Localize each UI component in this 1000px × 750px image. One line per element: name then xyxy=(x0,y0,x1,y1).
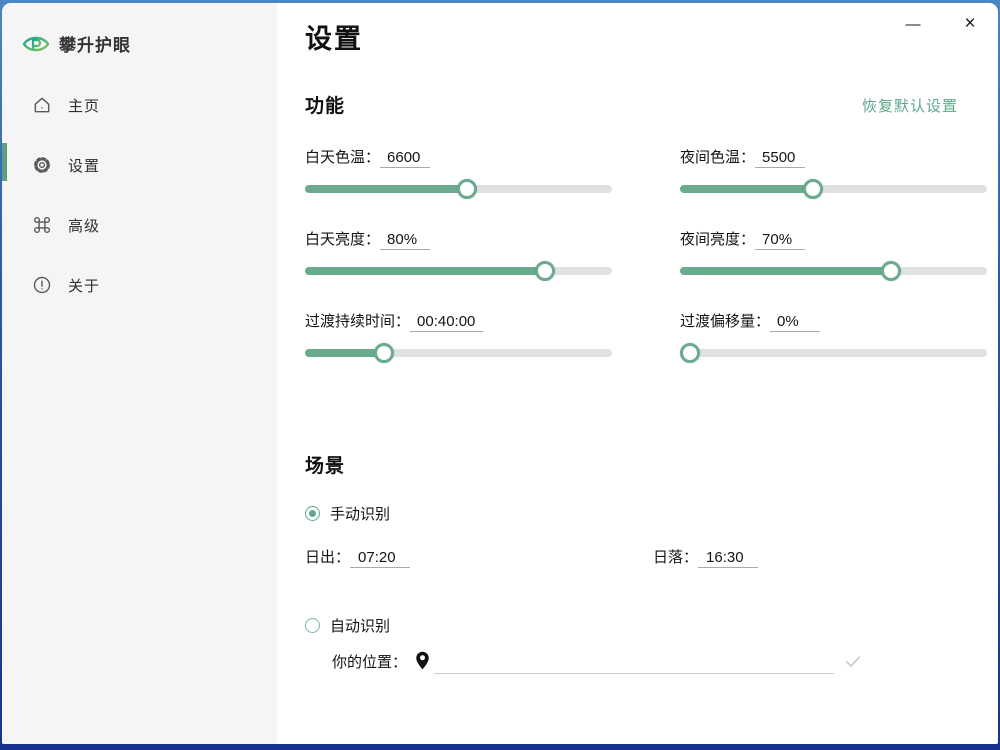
scene-section-heading: 场景 xyxy=(305,456,346,477)
sidebar-item-about[interactable]: 关于 xyxy=(2,265,277,305)
minimize-button[interactable]: — xyxy=(898,9,928,39)
check-icon[interactable] xyxy=(844,654,862,673)
sidebar-item-label: 关于 xyxy=(68,277,101,295)
sidebar: 攀升护眼 主页 设置 xyxy=(2,3,277,744)
slider-value-input[interactable]: 70% xyxy=(755,231,806,250)
slider-group: 夜间亮度： 70% xyxy=(680,228,987,281)
slider[interactable] xyxy=(305,261,612,281)
slider-thumb[interactable] xyxy=(457,179,478,199)
page-title: 设置 xyxy=(305,24,363,54)
slider-fill xyxy=(305,349,384,357)
sidebar-item-label: 主页 xyxy=(68,97,101,115)
slider-thumb[interactable] xyxy=(803,179,824,199)
slider-label: 夜间亮度： xyxy=(680,231,756,248)
sidebar-item-label: 高级 xyxy=(68,217,101,235)
radio-manual[interactable] xyxy=(305,506,320,521)
slider-track[interactable] xyxy=(680,185,987,193)
slider-fill xyxy=(680,185,814,193)
slider-thumb[interactable] xyxy=(680,343,700,363)
command-icon xyxy=(32,215,52,235)
location-label: 你的位置： xyxy=(332,654,408,671)
sunset-label: 日落： xyxy=(653,549,699,566)
gear-icon xyxy=(32,155,52,175)
close-button[interactable]: × xyxy=(955,9,985,39)
restore-defaults-link[interactable]: 恢复默认设置 xyxy=(861,98,958,115)
auto-mode-option[interactable]: 自动识别 xyxy=(305,615,390,636)
slider-label: 白天色温： xyxy=(305,149,381,166)
slider[interactable] xyxy=(680,343,987,363)
slider-thumb[interactable] xyxy=(880,261,901,281)
slider-value-input[interactable]: 80% xyxy=(380,231,431,250)
sidebar-item-home[interactable]: 主页 xyxy=(2,85,277,125)
slider-fill xyxy=(305,185,468,193)
slider-group: 过渡持续时间： 00:40:00 xyxy=(305,310,612,363)
slider-label: 过渡持续时间： xyxy=(305,313,411,330)
location-field: 你的位置： xyxy=(332,651,862,674)
sunrise-field: 日出： 07:20 xyxy=(305,546,411,568)
slider-value-input[interactable]: 00:40:00 xyxy=(410,313,484,332)
sunset-input[interactable]: 16:30 xyxy=(698,549,759,568)
slider-thumb[interactable] xyxy=(534,261,555,281)
slider[interactable] xyxy=(305,343,612,363)
app-title: 攀升护眼 xyxy=(59,36,131,55)
slider[interactable] xyxy=(305,179,612,199)
radio-auto-label: 自动识别 xyxy=(330,618,391,635)
slider-label: 过渡偏移量： xyxy=(680,313,771,330)
slider-fill xyxy=(305,267,545,275)
location-pin-icon xyxy=(415,651,430,674)
app-logo: 攀升护眼 xyxy=(22,31,131,56)
sidebar-nav: 主页 设置 xyxy=(2,85,277,325)
slider-label: 夜间色温： xyxy=(680,149,756,166)
slider-group: 白天色温： 6600 xyxy=(305,146,612,199)
slider-value-input[interactable]: 6600 xyxy=(380,149,431,168)
location-input[interactable] xyxy=(434,654,835,674)
function-section-heading: 功能 xyxy=(305,96,346,117)
manual-mode-option[interactable]: 手动识别 xyxy=(305,503,390,524)
slider-group: 白天亮度： 80% xyxy=(305,228,612,281)
active-nav-indicator xyxy=(2,143,7,181)
radio-auto[interactable] xyxy=(305,618,320,633)
slider-group: 过渡偏移量： 0% xyxy=(680,310,987,363)
slider-track[interactable] xyxy=(680,349,987,357)
slider-group: 夜间色温： 5500 xyxy=(680,146,987,199)
sidebar-item-settings[interactable]: 设置 xyxy=(2,145,277,185)
sidebar-item-label: 设置 xyxy=(68,157,101,175)
sunrise-input[interactable]: 07:20 xyxy=(350,549,411,568)
slider-value-input[interactable]: 5500 xyxy=(755,149,806,168)
sliders-grid: 白天色温： 6600 夜间色温： 5500 白天亮度： 80% xyxy=(305,146,987,363)
sidebar-item-advanced[interactable]: 高级 xyxy=(2,205,277,245)
app-window: 攀升护眼 主页 设置 xyxy=(2,3,998,744)
slider-track[interactable] xyxy=(305,349,612,357)
slider-label: 白天亮度： xyxy=(305,231,381,248)
radio-manual-label: 手动识别 xyxy=(330,506,391,523)
sunset-field: 日落： 16:30 xyxy=(653,546,759,568)
slider-thumb[interactable] xyxy=(373,343,394,363)
main-panel: 设置 — × 功能 恢复默认设置 白天色温： 6600 夜间色温： 5500 白… xyxy=(277,3,998,744)
sunrise-label: 日出： xyxy=(305,549,351,566)
info-icon xyxy=(32,275,52,295)
slider-value-input[interactable]: 0% xyxy=(770,313,821,332)
home-icon xyxy=(32,95,52,115)
slider[interactable] xyxy=(680,261,987,281)
slider-fill xyxy=(680,267,891,275)
eye-logo-icon xyxy=(22,32,50,56)
slider[interactable] xyxy=(680,179,987,199)
